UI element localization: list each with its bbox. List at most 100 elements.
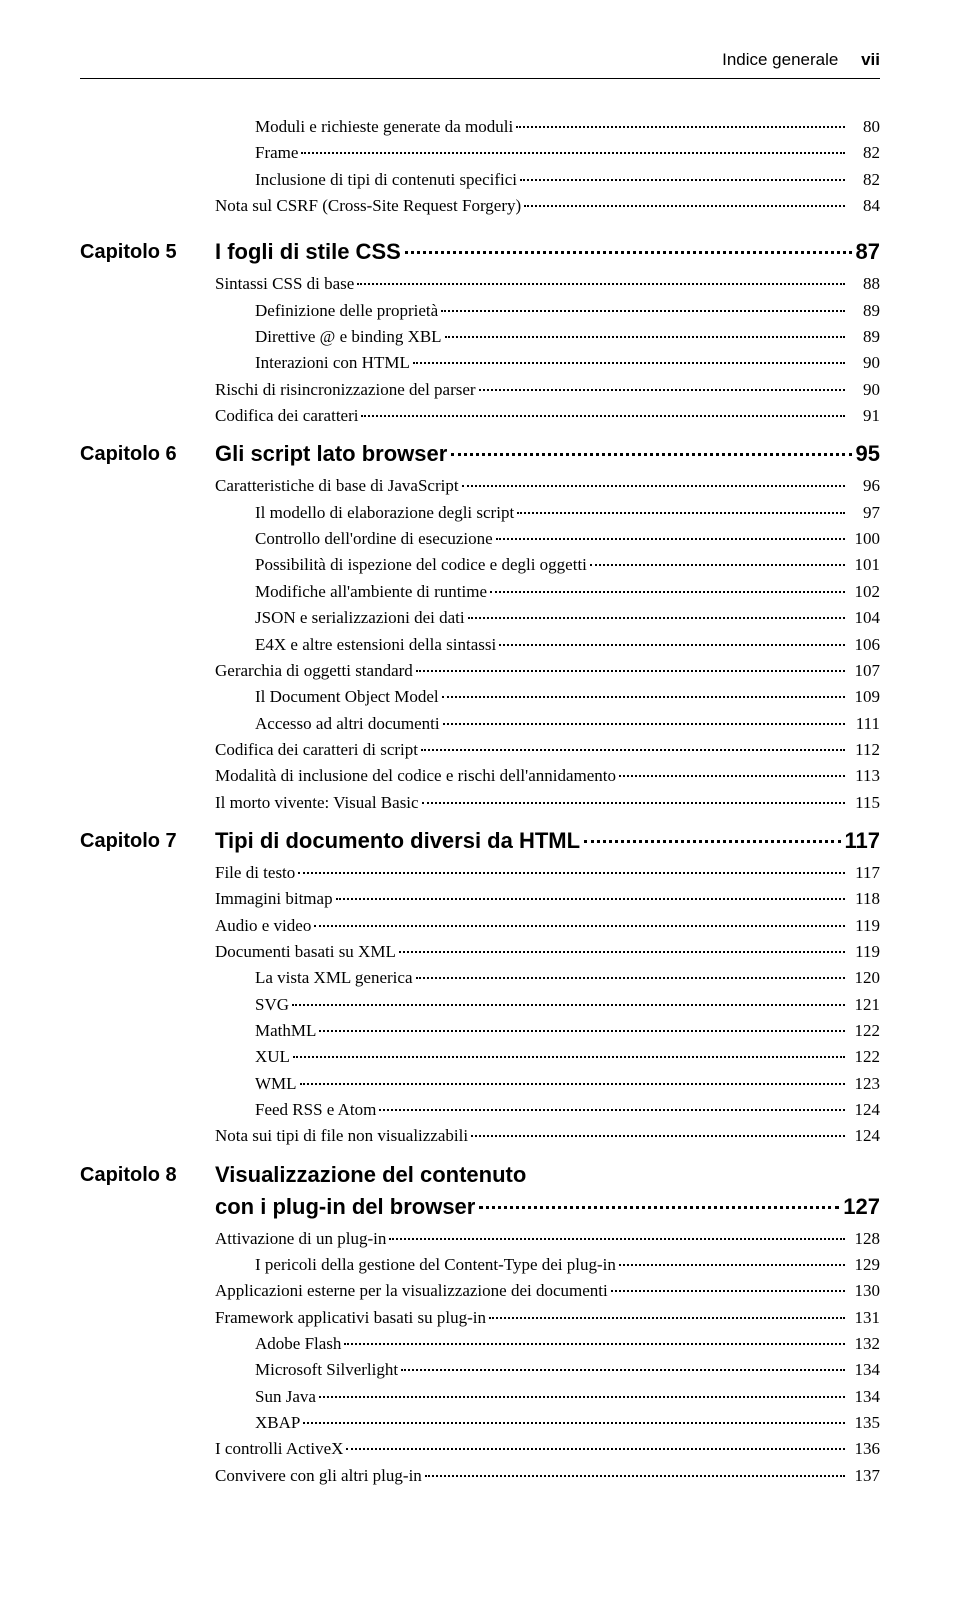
chapter-page: 127 xyxy=(843,1194,880,1220)
toc-entry: Direttive @ e binding XBL 89 xyxy=(215,324,880,350)
toc-entry-title: Codifica dei caratteri di script xyxy=(215,737,418,763)
toc-entry-title: Frame xyxy=(255,140,298,166)
toc-entry-page: 91 xyxy=(848,403,880,429)
toc-leader xyxy=(524,205,845,207)
toc-leader xyxy=(619,1264,845,1266)
toc-entry-title: Inclusione di tipi di contenuti specific… xyxy=(255,167,517,193)
toc-leader xyxy=(298,872,845,874)
toc-entry: Documenti basati su XML119 xyxy=(215,939,880,965)
chapter-title: I fogli di stile CSS xyxy=(215,239,401,265)
toc-entry-page: 128 xyxy=(848,1226,880,1252)
toc-entry-page: 130 xyxy=(848,1278,880,1304)
toc-entry-title: Immagini bitmap xyxy=(215,886,333,912)
toc-entry-page: 112 xyxy=(848,737,880,763)
chapter-title-row: Visualizzazione del contenuto xyxy=(215,1162,880,1188)
chapter-title: Visualizzazione del contenuto xyxy=(215,1162,526,1188)
toc-leader xyxy=(441,310,845,312)
toc-entry: Framework applicativi basati su plug-in1… xyxy=(215,1305,880,1331)
chapter-title: con i plug-in del browser xyxy=(215,1194,475,1220)
toc-entry-page: 90 xyxy=(848,377,880,403)
chapter-leader xyxy=(584,840,840,843)
toc-entry: JSON e serializzazioni dei dati104 xyxy=(215,605,880,631)
toc-entry: Interazioni con HTML90 xyxy=(215,350,880,376)
chapter-page: 87 xyxy=(856,239,880,265)
toc-entry-page: 97 xyxy=(848,500,880,526)
toc-entry-title: Nota sul CSRF (Cross-Site Request Forger… xyxy=(215,193,521,219)
toc-entry: I pericoli della gestione del Content-Ty… xyxy=(215,1252,880,1278)
toc-entry-title: Possibilità di ispezione del codice e de… xyxy=(255,552,587,578)
toc-leader xyxy=(293,1056,845,1058)
toc-entry-page: 109 xyxy=(848,684,880,710)
chapter-title-row: Gli script lato browser95 xyxy=(215,441,880,467)
toc-entry: Feed RSS e Atom124 xyxy=(215,1097,880,1123)
toc-entry-page: 123 xyxy=(848,1071,880,1097)
toc-entry-title: Microsoft Silverlight xyxy=(255,1357,398,1383)
toc-entry: Il modello di elaborazione degli script 9… xyxy=(215,500,880,526)
toc-entry-title: XBAP xyxy=(255,1410,300,1436)
toc-leader xyxy=(479,389,845,391)
toc-entry: Gerarchia di oggetti standard107 xyxy=(215,658,880,684)
toc-leader xyxy=(471,1135,845,1137)
toc-entry-page: 135 xyxy=(848,1410,880,1436)
chapter-label: Capitolo 5 xyxy=(80,239,215,429)
toc-entry: Codifica dei caratteri91 xyxy=(215,403,880,429)
toc-entry: Attivazione di un plug-in128 xyxy=(215,1226,880,1252)
toc-leader xyxy=(292,1004,845,1006)
toc-entry: Nota sui tipi di file non visualizzabili… xyxy=(215,1123,880,1149)
toc-entry: Modifiche all'ambiente di runtime 102 xyxy=(215,579,880,605)
toc-entry: XUL122 xyxy=(215,1044,880,1070)
toc-entry-page: 102 xyxy=(848,579,880,605)
toc-entry-title: Il Document Object Model xyxy=(255,684,439,710)
toc-entry-title: Il morto vivente: Visual Basic xyxy=(215,790,419,816)
toc-entry-title: Caratteristiche di base di JavaScript xyxy=(215,473,459,499)
chapter-page: 117 xyxy=(845,828,881,854)
toc-entry-title: Sun Java xyxy=(255,1384,316,1410)
toc-leader xyxy=(468,617,845,619)
toc-entry: Controllo dell'ordine di esecuzione100 xyxy=(215,526,880,552)
chapter-title-row: con i plug-in del browser 127 xyxy=(215,1194,880,1220)
toc-entry-title: Documenti basati su XML xyxy=(215,939,396,965)
toc-leader xyxy=(462,485,845,487)
toc-entry-page: 104 xyxy=(848,605,880,631)
chapter-label: Capitolo 7 xyxy=(80,828,215,1150)
toc-leader xyxy=(361,415,845,417)
toc-entry-title: Moduli e richieste generate da moduli xyxy=(255,114,513,140)
toc-leader xyxy=(314,925,845,927)
toc-entry-title: E4X e altre estensioni della sintassi xyxy=(255,632,496,658)
toc-entry-title: La vista XML generica xyxy=(255,965,413,991)
toc-entry-page: 100 xyxy=(848,526,880,552)
toc-entry: Sintassi CSS di base88 xyxy=(215,271,880,297)
toc-leader xyxy=(301,152,845,154)
toc-entry-title: Gerarchia di oggetti standard xyxy=(215,658,413,684)
toc-entry: Moduli e richieste generate da moduli80 xyxy=(215,114,880,140)
toc-entry-page: 113 xyxy=(848,763,880,789)
toc-entry: Definizione delle proprietà89 xyxy=(215,298,880,324)
toc-leader xyxy=(389,1238,845,1240)
toc-entry-title: Modifiche all'ambiente di runtime xyxy=(255,579,487,605)
toc-entry-page: 120 xyxy=(848,965,880,991)
toc-entry: SVG 121 xyxy=(215,992,880,1018)
toc-leader xyxy=(300,1083,845,1085)
toc-entry-title: SVG xyxy=(255,992,289,1018)
toc-entry: Possibilità di ispezione del codice e de… xyxy=(215,552,880,578)
toc-leader xyxy=(516,126,845,128)
toc-leader xyxy=(611,1290,845,1292)
toc-entry-title: Il modello di elaborazione degli script xyxy=(255,500,514,526)
toc-entry-page: 121 xyxy=(848,992,880,1018)
toc-entry-title: Convivere con gli altri plug-in xyxy=(215,1463,422,1489)
toc-leader xyxy=(619,775,845,777)
toc-entry-page: 124 xyxy=(848,1097,880,1123)
chapter-title-row: Tipi di documento diversi da HTML117 xyxy=(215,828,880,854)
toc-entry-page: 90 xyxy=(848,350,880,376)
toc-entry: Caratteristiche di base di JavaScript96 xyxy=(215,473,880,499)
page-header: Indice generale vii xyxy=(80,50,880,79)
toc-entry-page: 88 xyxy=(848,271,880,297)
chapter-label: Capitolo 8 xyxy=(80,1162,215,1489)
toc-entry: WML123 xyxy=(215,1071,880,1097)
toc-entry-title: Framework applicativi basati su plug-in xyxy=(215,1305,486,1331)
toc-entry-title: XUL xyxy=(255,1044,290,1070)
toc-entry-page: 89 xyxy=(848,324,880,350)
toc-entry-title: Direttive @ e binding XBL xyxy=(255,324,442,350)
toc-entry-title: Applicazioni esterne per la visualizzazi… xyxy=(215,1278,608,1304)
toc-leader xyxy=(422,802,845,804)
